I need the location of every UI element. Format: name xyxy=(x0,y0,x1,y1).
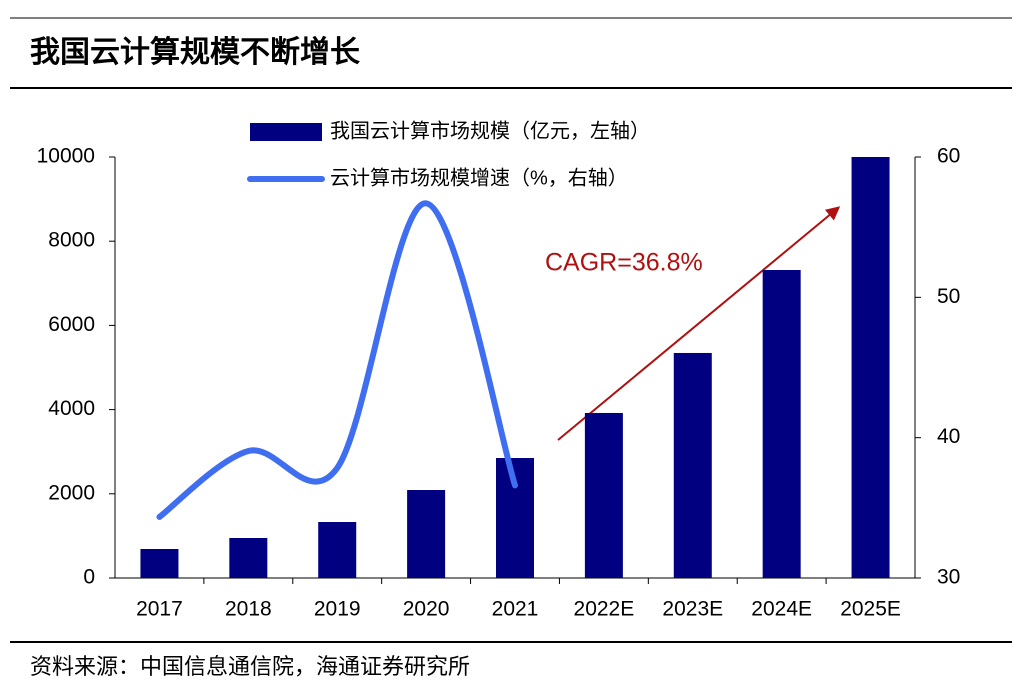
line xyxy=(156,200,518,520)
y-tick-label: 0 xyxy=(83,566,95,589)
y2-tick-label: 50 xyxy=(937,285,960,308)
bar xyxy=(673,352,712,578)
source: 资料来源：中国信息通信院，海通证券研究所 xyxy=(30,654,470,679)
y-tick-label: 4000 xyxy=(48,397,95,420)
y2-tick-label: 60 xyxy=(937,145,960,168)
y2-tick-label: 40 xyxy=(937,425,960,448)
y-tick-label: 10000 xyxy=(37,145,95,168)
chart-title: 我国云计算规模不断增长 xyxy=(30,35,360,69)
bar xyxy=(318,522,357,578)
legend-label: 云计算市场规模增速（%，右轴） xyxy=(330,166,628,189)
bar xyxy=(407,490,446,578)
bar xyxy=(584,412,623,578)
cagr-arrow xyxy=(557,206,841,441)
x-tick-label: 2024E xyxy=(751,598,812,621)
x-tick-label: 2017 xyxy=(136,598,183,621)
y-tick-label: 2000 xyxy=(48,481,95,504)
legend-swatch xyxy=(250,123,322,141)
bar xyxy=(851,157,890,578)
x-tick-label: 2021 xyxy=(492,598,539,621)
bar xyxy=(229,538,268,578)
bar xyxy=(762,269,801,578)
x-tick-label: 2020 xyxy=(403,598,450,621)
y-tick-label: 8000 xyxy=(48,229,95,252)
legend-label: 我国云计算市场规模（亿元，左轴） xyxy=(330,119,650,142)
x-tick-label: 2022E xyxy=(574,598,635,621)
annotation: CAGR=36.8% xyxy=(545,249,703,277)
x-tick-label: 2018 xyxy=(225,598,272,621)
x-tick-label: 2023E xyxy=(662,598,723,621)
x-tick-label: 2025E xyxy=(840,598,901,621)
x-tick-label: 2019 xyxy=(314,598,361,621)
y2-tick-label: 30 xyxy=(937,566,960,589)
y-tick-label: 6000 xyxy=(48,313,95,336)
bar xyxy=(140,548,179,578)
